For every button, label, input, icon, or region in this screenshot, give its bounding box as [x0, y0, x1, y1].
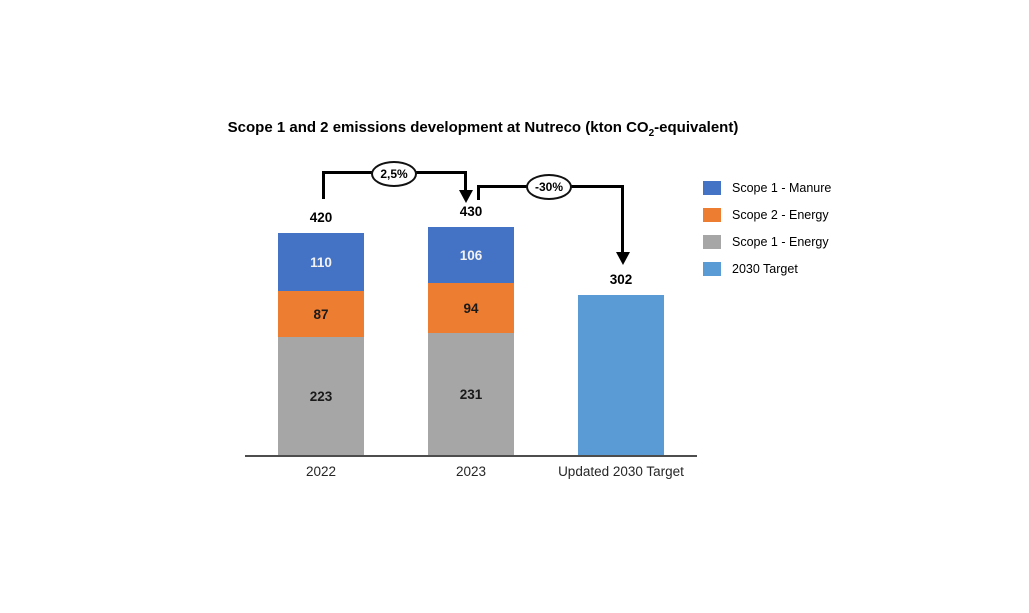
- category-label: 2022: [305, 464, 337, 479]
- legend: Scope 1 - Manure Scope 2 - Energy Scope 1 …: [703, 181, 831, 276]
- legend-label: Scope 1 - Energy: [732, 235, 829, 249]
- legend-swatch: [703, 235, 721, 249]
- bar-segment: 223: [278, 337, 364, 455]
- arrow-down-icon: [458, 190, 473, 203]
- annotation-arrow-line: [464, 171, 467, 190]
- bar-segment: 94: [428, 283, 514, 333]
- category-label: Updated 2030 Target: [558, 464, 684, 479]
- bar-total-label: 302: [609, 272, 633, 287]
- annotation-ellipse: -30%: [526, 174, 572, 200]
- x-axis-line: [245, 455, 697, 457]
- bar-segment: 87: [278, 291, 364, 337]
- legend-swatch: [703, 208, 721, 222]
- bar-segment: [578, 295, 664, 455]
- legend-item: 2030 Target: [703, 262, 831, 276]
- annotation-stub-line: [322, 171, 325, 199]
- chart-title-suffix: -equivalent): [654, 119, 739, 136]
- bar-segment: 231: [428, 333, 514, 455]
- legend-swatch: [703, 181, 721, 195]
- bar-total-label: 420: [309, 210, 333, 225]
- chart-title-text: Scope 1 and 2 emissions development at N…: [227, 119, 649, 136]
- legend-label: Scope 1 - Manure: [732, 181, 832, 195]
- arrow-down-icon: [615, 252, 630, 265]
- annotation-stub-line: [477, 185, 480, 200]
- legend-item: Scope 1 - Manure: [703, 181, 831, 195]
- legend-swatch: [703, 262, 721, 276]
- legend-label: Scope 2 - Energy: [732, 208, 829, 222]
- legend-item: Scope 1 - Energy: [703, 235, 831, 249]
- annotation-ellipse: 2,5%: [371, 161, 417, 187]
- bar-segment: 106: [428, 227, 514, 283]
- bar-segment: 110: [278, 233, 364, 291]
- category-label: 2023: [455, 464, 487, 479]
- legend-item: Scope 2 - Energy: [703, 208, 831, 222]
- annotation-arrow-line: [621, 185, 624, 252]
- legend-label: 2030 Target: [732, 262, 798, 276]
- chart-title-subscript: 2: [648, 128, 655, 139]
- chart-title: Scope 1 and 2 emissions development at N…: [213, 119, 753, 139]
- bar-total-label: 430: [459, 204, 483, 219]
